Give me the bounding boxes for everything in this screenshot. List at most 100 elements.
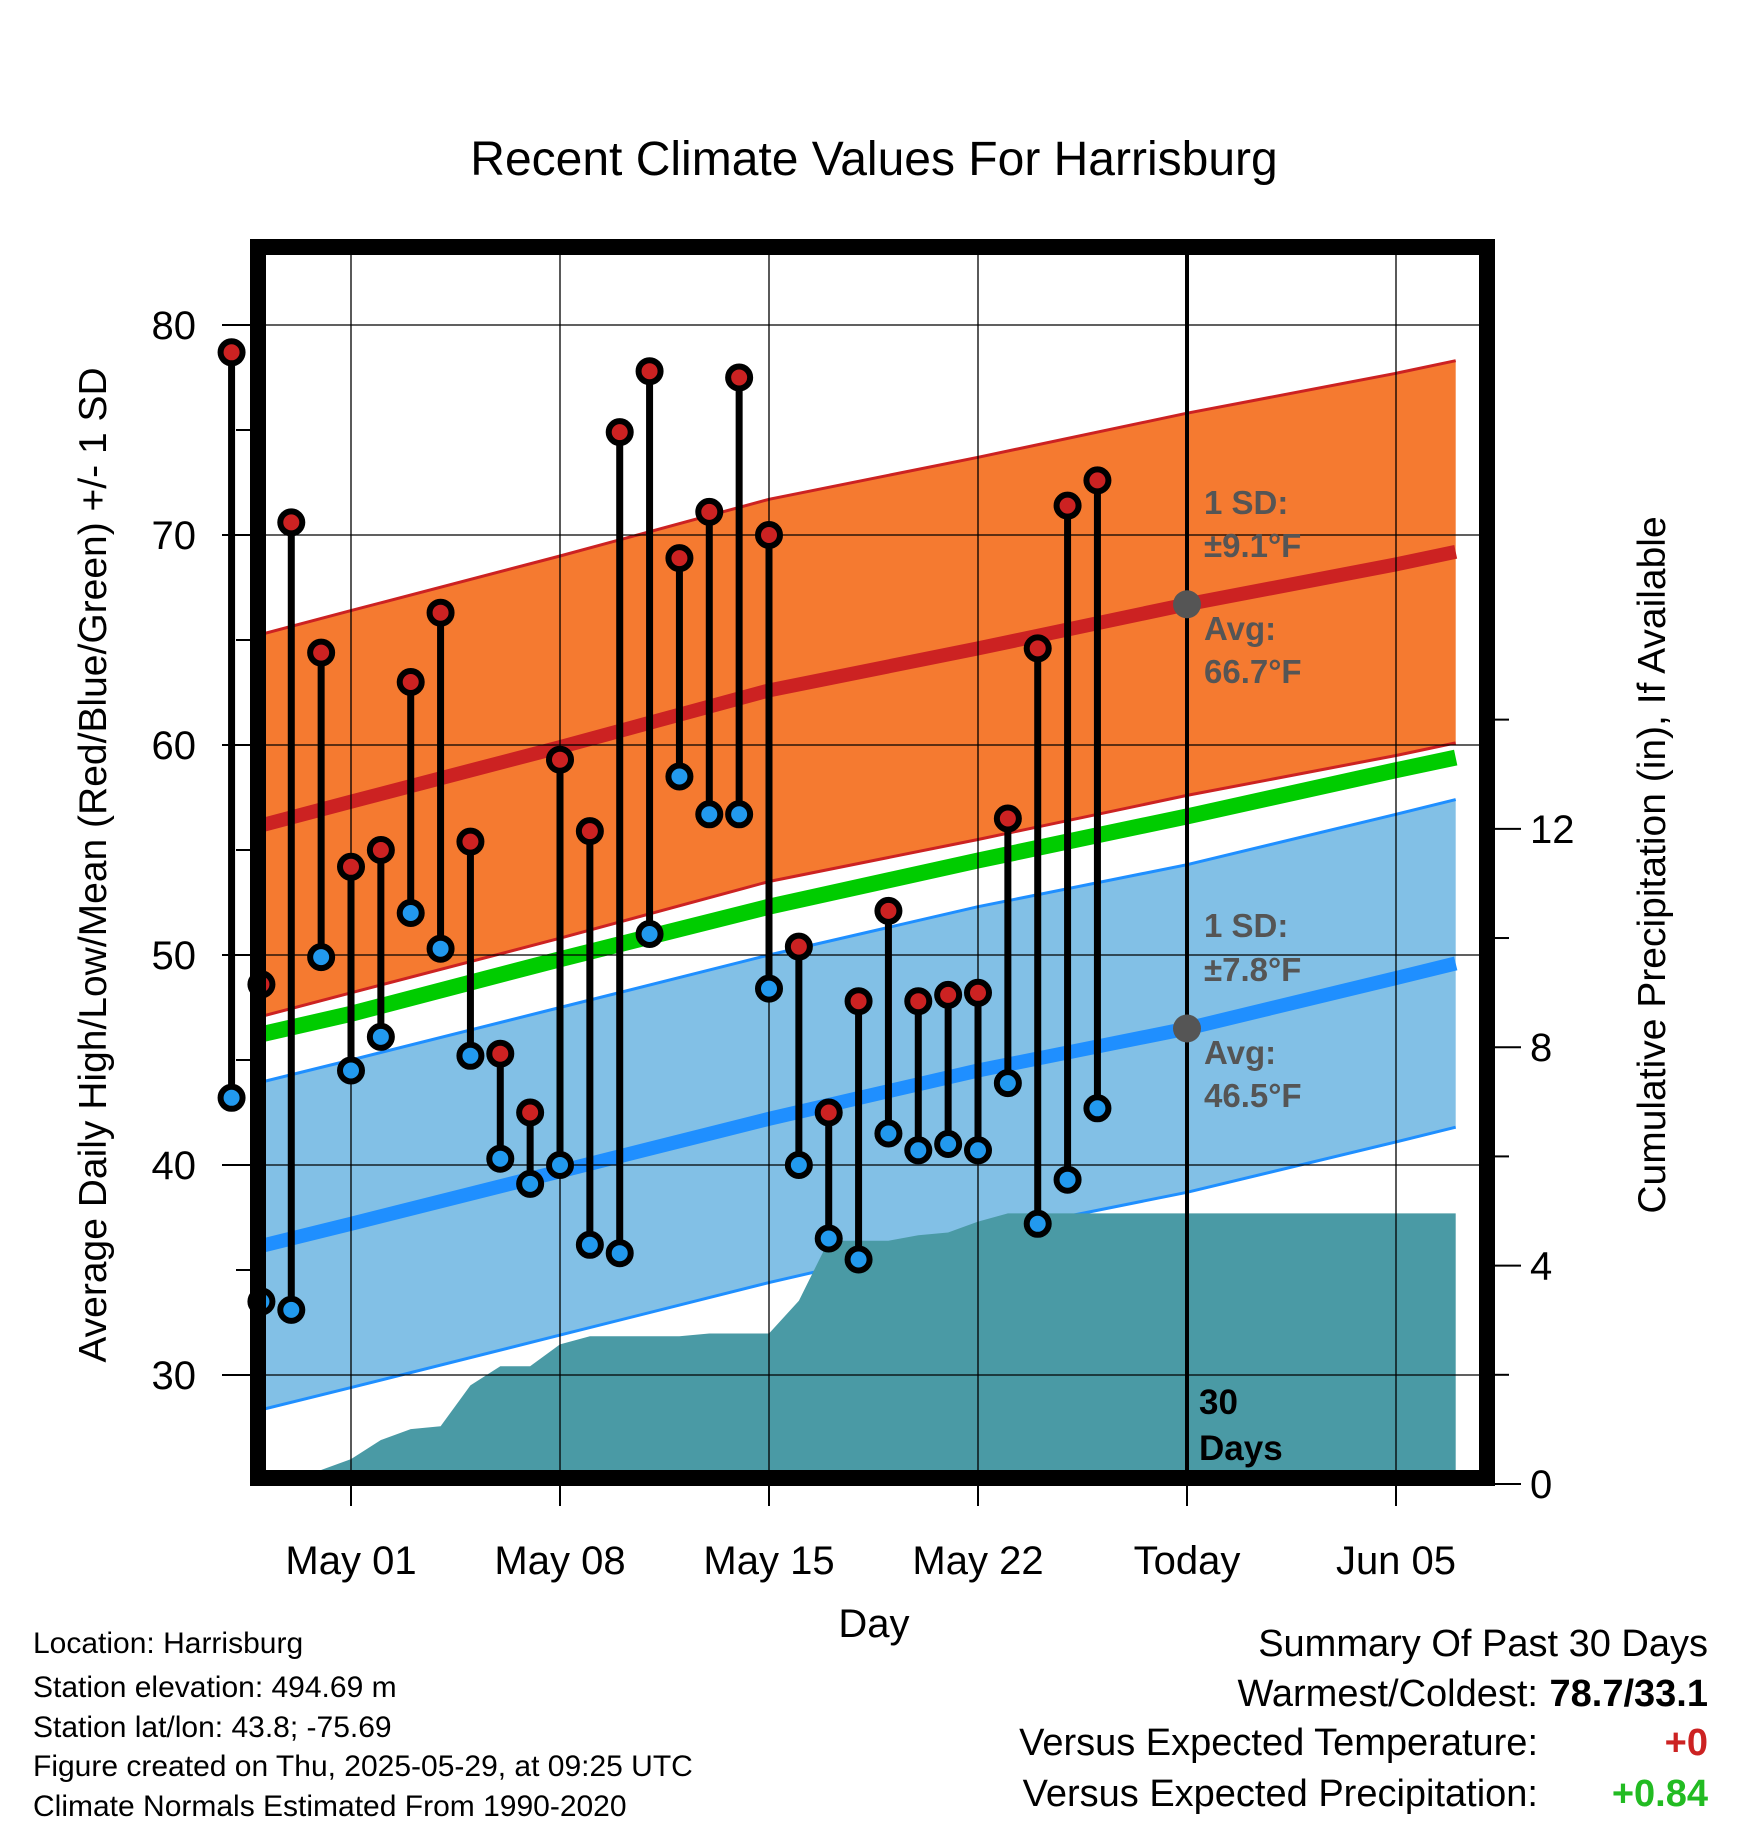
summary-temp-value: +0 [1664, 1722, 1708, 1764]
daily-high-point [486, 1039, 515, 1068]
daily-high-point [337, 852, 365, 881]
daily-low-point [993, 1069, 1022, 1098]
daily-low-point [575, 1230, 604, 1259]
high-sd-value: ±9.1°F [1204, 527, 1301, 564]
daily-high-point [1083, 466, 1112, 495]
low-avg-label: Avg: [1204, 1034, 1276, 1071]
x-tick-label: May 15 [703, 1539, 834, 1583]
daily-low-point [814, 1224, 843, 1253]
daily-low-point [695, 800, 724, 829]
daily-low-point [396, 899, 425, 927]
summary-precip-label: Versus Expected Precipitation: [1022, 1773, 1538, 1815]
daily-low-point [605, 1239, 634, 1268]
summary-precip: Versus Expected Precipitation: +0.84 [1023, 1775, 1708, 1813]
footer-created: Figure created on Thu, 2025-05-29, at 09… [33, 1750, 693, 1783]
daily-low-point [1083, 1094, 1112, 1123]
summary-temp-label: Versus Expected Temperature: [1019, 1722, 1538, 1764]
y-axis-label: Average Daily High/Low/Mean (Red/Blue/Gr… [72, 367, 115, 1362]
daily-high-point [575, 817, 604, 846]
plot-frame [250, 239, 1495, 1486]
daily-low-point [635, 920, 664, 948]
daily-high-point [784, 932, 813, 961]
y2-tick-label: 12 [1530, 808, 1575, 852]
chart-title: Recent Climate Values For Harrisburg [470, 133, 1277, 186]
daily-low-point [277, 1295, 306, 1324]
daily-high-point [426, 598, 455, 627]
daily-high-point [665, 544, 694, 573]
daily-high-point [844, 987, 873, 1016]
daily-low-point [217, 1083, 246, 1112]
today-low-average-marker [1173, 1014, 1201, 1043]
y-tick-label: 80 [152, 304, 197, 348]
mean-average-line [266, 749, 1458, 1042]
daily-high-point [904, 987, 933, 1016]
daily-low-point [337, 1056, 365, 1085]
x-tick-label: May 01 [285, 1539, 416, 1583]
high-avg-value: 66.7°F [1204, 653, 1302, 690]
daily-high-point [964, 978, 992, 1007]
low-sd-upper-line [266, 798, 1457, 1083]
high-sd-label: 1 SD: [1204, 484, 1288, 521]
x-tick-label: May 22 [912, 1539, 1043, 1583]
daily-high-point [814, 1098, 843, 1127]
y2-tick-label: 4 [1530, 1245, 1552, 1289]
low-sd-value: ±7.8°F [1204, 951, 1301, 988]
plot-area [266, 247, 1479, 1470]
daily-low-point [874, 1119, 903, 1148]
high-average-line [266, 544, 1458, 832]
footer-location: Location: Harrisburg [33, 1627, 304, 1660]
daily-low-point [784, 1151, 813, 1179]
summary-warm-cold-label: Warmest/Coldest: [1237, 1673, 1538, 1715]
daily-low-point [665, 762, 694, 791]
low-average-line [266, 956, 1458, 1252]
y2-tick-label: 0 [1530, 1463, 1552, 1507]
daily-high-point [396, 668, 425, 696]
summary-warm-cold: Warmest/Coldest: 78.7/33.1 [1237, 1675, 1708, 1713]
daily-high-point [993, 804, 1022, 833]
summary-title: Summary Of Past 30 Days [1258, 1623, 1708, 1665]
daily-high-point [546, 745, 574, 774]
daily-low-point [307, 943, 336, 972]
x-tick-label: May 08 [494, 1539, 625, 1583]
daily-high-point [605, 418, 634, 447]
daily-high-point [516, 1098, 545, 1127]
high-sd-upper-line [266, 359, 1457, 635]
daily-high-point [934, 980, 963, 1009]
daily-low-point [366, 1022, 395, 1051]
x-tick-label: Jun 05 [1336, 1539, 1456, 1583]
daily-low-point [1023, 1209, 1052, 1238]
daily-low-point [516, 1169, 545, 1198]
daily-high-point [1023, 634, 1052, 663]
daily-low-point [844, 1245, 873, 1274]
daily-low-point [456, 1041, 485, 1070]
daily-low-point [934, 1130, 963, 1158]
cumulative-precipitation-area [291, 1213, 1456, 1470]
daily-low-point [1053, 1165, 1082, 1194]
y-tick-label: 40 [152, 1144, 197, 1188]
x-tick-label: Today [1134, 1539, 1241, 1583]
period-label: Days [1199, 1429, 1283, 1468]
daily-high-point [366, 836, 395, 864]
daily-high-point [874, 896, 903, 925]
daily-high-point [725, 363, 754, 392]
y-tick-label: 70 [152, 514, 197, 558]
daily-low-point [725, 800, 754, 829]
period-label: 30 [1199, 1383, 1238, 1422]
footer-elevation: Station elevation: 494.69 m [33, 1671, 397, 1704]
daily-low-point [546, 1151, 574, 1179]
daily-high-point [307, 638, 336, 667]
today-high-average-marker [1173, 590, 1201, 619]
summary-warm-cold-value: 78.7/33.1 [1549, 1673, 1708, 1715]
daily-low-point [904, 1136, 933, 1165]
daily-high-point [695, 497, 724, 526]
summary-temp: Versus Expected Temperature: +0 [1019, 1724, 1708, 1762]
y2-axis-label: Cumulative Precipitation (in), If Availa… [1631, 516, 1674, 1213]
daily-high-point [1053, 491, 1082, 520]
high-avg-label: Avg: [1204, 610, 1276, 647]
y-tick-label: 30 [152, 1354, 197, 1398]
daily-high-point [456, 827, 485, 856]
daily-low-point [964, 1136, 992, 1165]
y-tick-label: 60 [152, 724, 197, 768]
daily-high-point [635, 357, 664, 386]
